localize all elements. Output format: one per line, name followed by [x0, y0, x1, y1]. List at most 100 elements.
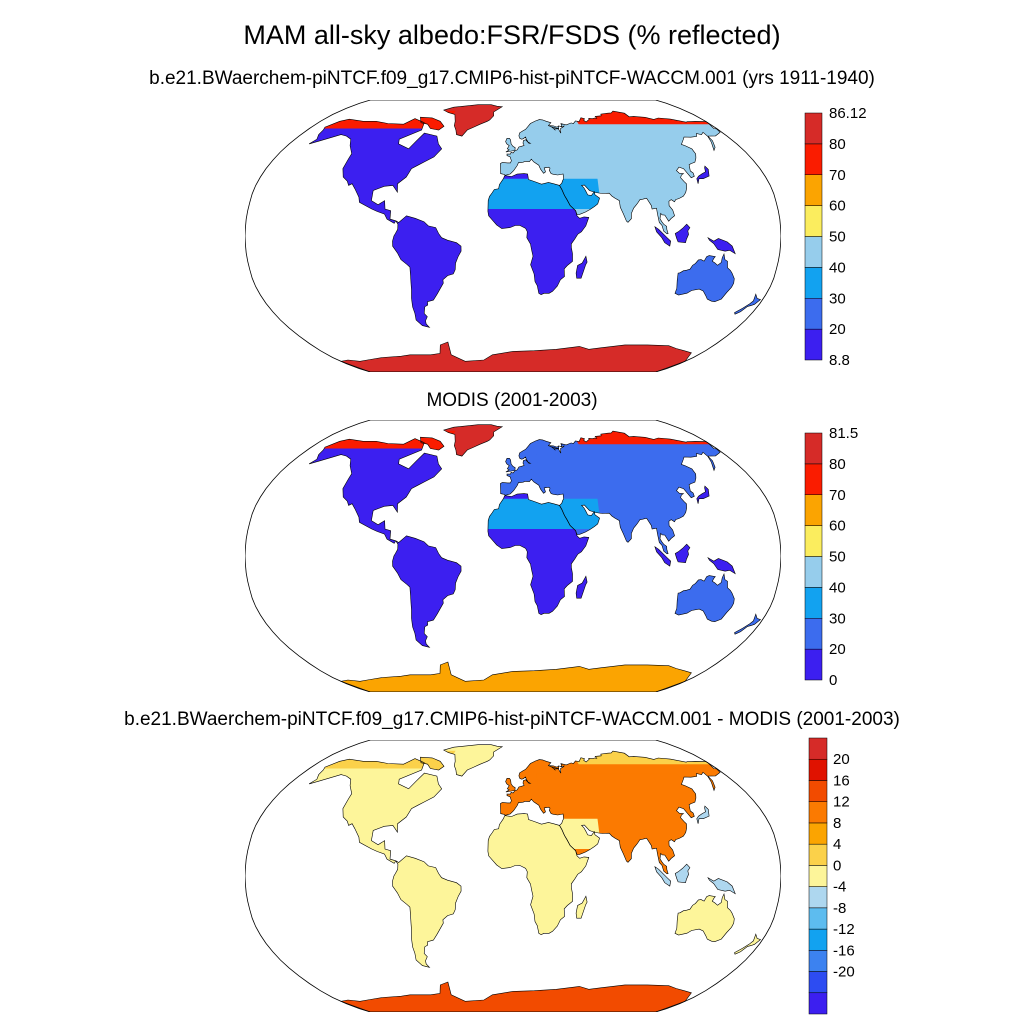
land-sumatra: [654, 866, 671, 887]
land-borneo: [675, 864, 690, 883]
map-border: [245, 100, 781, 372]
land-great-britain: [505, 778, 516, 792]
land-greenland: [443, 104, 503, 137]
colorbar-swatch: [808, 801, 828, 824]
colorbar-tick-label: 80: [829, 136, 846, 153]
map-border: [245, 740, 781, 1012]
coastline-eurasia: [500, 430, 721, 555]
region-sahara-arabia: [486, 498, 602, 529]
land-south-america: [392, 215, 462, 328]
coastline-japan: [696, 805, 710, 824]
coastline-africa: [487, 493, 590, 616]
coastline-australia: [674, 252, 735, 303]
land-great-britain: [505, 138, 516, 152]
coastline-new-zealand: [734, 293, 762, 315]
coastline-greenland: [443, 104, 504, 137]
colorbar-tick-label: 40: [829, 579, 846, 596]
colorbar-swatch: [808, 780, 828, 802]
colorbar-swatch: [808, 971, 828, 994]
coastline-baffin-island: [420, 116, 445, 131]
coastline-borneo: [674, 223, 691, 244]
coastline-borneo: [674, 863, 691, 884]
coastline-south-america: [392, 215, 462, 328]
colorbar-tick-label: 12: [833, 794, 850, 811]
colorbar-tick-label: 70: [829, 487, 846, 504]
colorbar-swatch: [808, 928, 828, 951]
colorbar-tick-label: 8: [833, 815, 841, 832]
colorbar-swatch: [808, 865, 828, 887]
colorbar-tick-label: 70: [829, 167, 846, 184]
coastline-great-britain: [505, 138, 516, 153]
coastline-japan: [696, 485, 710, 504]
panel-2-title: MODIS (2001-2003): [426, 390, 598, 411]
region-northern-eurasia: [536, 133, 694, 152]
land-australia: [675, 254, 735, 302]
colorbar-swatch: [804, 556, 823, 588]
panel-3-title: b.e21.BWaerchem-piNTCF.f09_g17.CMIP6-his…: [124, 709, 900, 730]
colorbar-tick-label: 40: [829, 259, 846, 276]
colorbar-tick-label: 50: [829, 549, 846, 566]
colorbar-swatch: [804, 112, 823, 145]
land-japan: [696, 166, 710, 184]
colorbar-swatch: [808, 822, 828, 845]
land-south-america: [392, 855, 462, 968]
colorbar-tick-label: 4: [833, 836, 841, 853]
region-northern-eurasia: [536, 453, 694, 472]
coastline-australia: [674, 892, 735, 943]
land-japan: [696, 486, 710, 504]
colorbar-tick-label: 50: [829, 229, 846, 246]
coastline-new-zealand: [734, 613, 762, 635]
colorbar-swatch: [804, 432, 823, 465]
land-north-america: [309, 118, 442, 224]
coastline-new-zealand: [734, 933, 762, 955]
colorbar-swatch: [804, 298, 823, 330]
region-sahara-arabia: [486, 178, 602, 209]
colorbar-tick-label: -16: [833, 942, 855, 959]
coastline-sumatra: [654, 545, 672, 567]
coastline-greenland: [443, 424, 504, 457]
colorbar-tick-label: 60: [829, 518, 846, 535]
colorbar-swatch: [804, 143, 823, 175]
panel-1-title: b.e21.BWaerchem-piNTCF.f09_g17.CMIP6-his…: [149, 68, 875, 89]
coastline-new-guinea: [707, 876, 736, 895]
colorbar-tick-label: 20: [833, 751, 850, 768]
coastline-madagascar: [575, 895, 588, 919]
coastline-sumatra: [654, 865, 672, 887]
land-sumatra: [654, 546, 671, 567]
coastline-madagascar: [575, 255, 588, 279]
colorbar-tick-label: 0: [829, 672, 837, 689]
colorbar-swatch: [808, 907, 828, 930]
coastline-borneo: [674, 543, 691, 564]
region-arctic-canada-siberia-coast: [320, 430, 456, 449]
colorbar-swatch: [808, 950, 828, 972]
panel-3-map: [245, 740, 781, 1012]
colorbar-tick-label: 81.5: [829, 425, 858, 442]
coastline-antarctica: [339, 981, 692, 1012]
land-australia: [675, 574, 735, 622]
land-new-guinea: [708, 877, 736, 894]
colorbar-swatch: [804, 236, 823, 268]
colorbar-tick-label: 0: [833, 857, 841, 874]
land-north-america: [309, 438, 442, 544]
coastline-australia: [674, 572, 735, 623]
land-madagascar: [576, 576, 588, 599]
land-borneo: [675, 224, 690, 243]
colorbar-swatch: [804, 494, 823, 526]
coastline-sumatra: [654, 225, 672, 247]
coastline-new-guinea: [707, 556, 736, 575]
panel-2-colorbar: 81.5 80 70 60 50 40 30 20 0: [804, 425, 858, 689]
land-new-guinea: [708, 237, 736, 254]
colorbar-tick-label: 86.12: [829, 105, 867, 122]
map-border: [245, 420, 781, 692]
land-sumatra: [654, 226, 671, 247]
land-new-guinea: [708, 557, 736, 574]
land-antarctica: [340, 342, 692, 372]
coastline-great-britain: [505, 458, 516, 473]
land-japan: [696, 806, 710, 824]
region-northern-eurasia: [536, 773, 694, 792]
colorbar-swatch: [808, 758, 828, 781]
coastline-madagascar: [575, 575, 588, 599]
colorbar-swatch: [804, 587, 823, 619]
figure-title: MAM all-sky albedo:FSR/FSDS (% reflected…: [243, 20, 781, 50]
land-madagascar: [576, 256, 588, 279]
